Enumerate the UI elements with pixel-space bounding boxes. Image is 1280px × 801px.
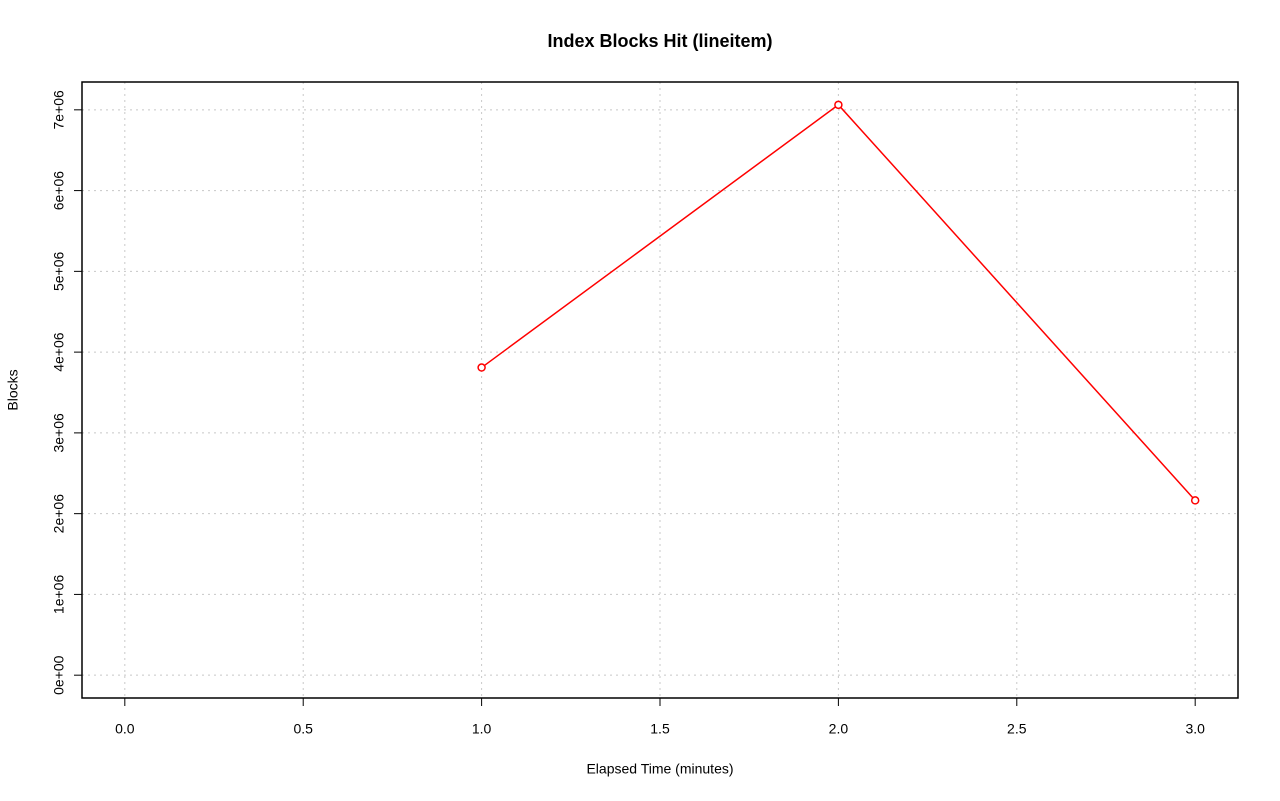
y-tick-label: 1e+06 [51,575,67,615]
y-tick-label: 3e+06 [51,413,67,453]
y-tick-label: 6e+06 [51,171,67,211]
x-tick-label: 2.0 [829,721,849,737]
x-tick-label: 2.5 [1007,721,1027,737]
data-line [481,103,1196,501]
y-tick-label: 7e+06 [51,90,67,130]
x-tick-label: 1.5 [650,721,670,737]
y-tick-label: 0e+00 [51,655,67,695]
x-tick-label: 0.5 [293,721,313,737]
x-tick-label: 0.0 [115,721,135,737]
y-tick-label: 4e+06 [51,332,67,372]
data-point [834,100,843,110]
data-point [477,363,486,372]
data-point [1190,496,1200,505]
y-axis-label: Blocks [5,369,21,410]
x-tick-label: 3.0 [1185,721,1205,737]
y-tick-label: 5e+06 [51,251,67,291]
chart-title: Index Blocks Hit (lineitem) [547,31,772,51]
x-tick-label: 1.0 [472,721,492,737]
plot-frame [81,81,1239,699]
y-tick-label: 2e+06 [51,494,67,534]
x-axis-label: Elapsed Time (minutes) [586,761,733,777]
